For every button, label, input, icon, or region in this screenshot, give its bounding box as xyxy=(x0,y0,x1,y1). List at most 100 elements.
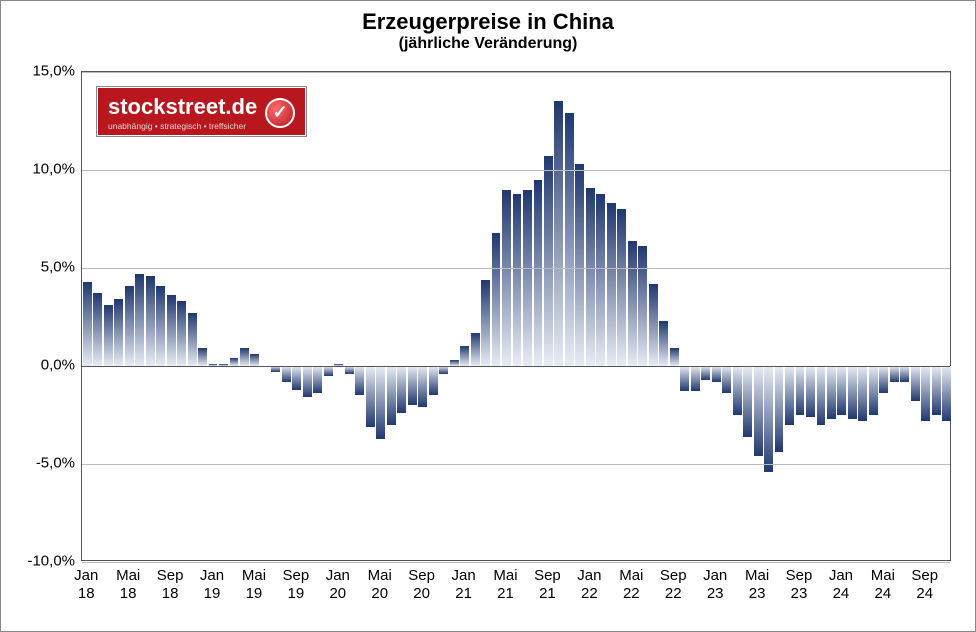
bar xyxy=(313,366,322,393)
checkmark-icon: ✓ xyxy=(265,98,295,128)
bar xyxy=(942,366,951,421)
bar xyxy=(754,366,763,456)
bar xyxy=(596,194,605,366)
bar xyxy=(240,348,249,366)
bar xyxy=(848,366,857,419)
x-tick-label: Mai23 xyxy=(745,567,769,603)
x-tick-label: Jan23 xyxy=(703,567,727,603)
x-tick-label: Mai21 xyxy=(493,567,517,603)
bar xyxy=(900,366,909,382)
bar xyxy=(565,113,574,366)
y-tick-label: -10,0% xyxy=(27,553,75,570)
x-tick-label: Jan19 xyxy=(200,567,224,603)
bar xyxy=(628,241,637,366)
logo-tagline: unabhängig • strategisch • treffsicher xyxy=(108,121,257,131)
gridline xyxy=(82,170,950,171)
bar xyxy=(460,346,469,366)
bar xyxy=(659,321,668,366)
logo-brand: stockstreet.de xyxy=(108,94,257,120)
bar xyxy=(324,366,333,376)
x-tick-label: Jan20 xyxy=(326,567,350,603)
bar xyxy=(513,194,522,366)
bar xyxy=(743,366,752,437)
x-tick-label: Sep19 xyxy=(283,567,310,603)
bar xyxy=(492,233,501,366)
bar xyxy=(638,246,647,366)
bar xyxy=(670,348,679,366)
bar xyxy=(439,366,448,374)
x-tick-label: Mai18 xyxy=(116,567,140,603)
bar xyxy=(701,366,710,380)
bar xyxy=(397,366,406,413)
stockstreet-logo: stockstreet.de unabhängig • strategisch … xyxy=(97,87,306,136)
bar xyxy=(607,203,616,366)
bar xyxy=(303,366,312,397)
bar xyxy=(879,366,888,393)
bar xyxy=(188,313,197,366)
bar xyxy=(156,286,165,366)
bar xyxy=(785,366,794,425)
chart-title: Erzeugerpreise in China xyxy=(1,9,975,35)
x-axis-labels: Jan18Mai18Sep18Jan19Mai19Sep19Jan20Mai20… xyxy=(81,567,951,627)
bar xyxy=(114,299,123,366)
bar xyxy=(83,282,92,366)
x-tick-label: Mai24 xyxy=(871,567,895,603)
bar xyxy=(125,286,134,366)
bar xyxy=(544,156,553,366)
bar xyxy=(198,348,207,366)
chart-plot-area xyxy=(81,71,951,561)
y-tick-label: 10,0% xyxy=(32,161,75,178)
bar xyxy=(932,366,941,415)
y-tick-label: -5,0% xyxy=(36,455,75,472)
gridline xyxy=(82,562,950,563)
y-tick-label: 15,0% xyxy=(32,63,75,80)
bar xyxy=(733,366,742,415)
bar xyxy=(282,366,291,382)
bar xyxy=(167,295,176,366)
bar xyxy=(104,305,113,366)
x-tick-label: Mai20 xyxy=(368,567,392,603)
bar xyxy=(921,366,930,421)
bar xyxy=(177,301,186,366)
y-tick-label: 5,0% xyxy=(41,259,75,276)
bar xyxy=(250,354,259,366)
gridline xyxy=(82,268,950,269)
bar xyxy=(858,366,867,421)
x-tick-label: Sep20 xyxy=(408,567,435,603)
bar xyxy=(93,293,102,366)
x-tick-label: Jan18 xyxy=(74,567,98,603)
bar xyxy=(586,188,595,366)
bar xyxy=(764,366,773,472)
bar xyxy=(355,366,364,395)
bar xyxy=(680,366,689,391)
bar xyxy=(796,366,805,415)
bar xyxy=(345,366,354,374)
bar xyxy=(502,190,511,366)
x-tick-label: Sep21 xyxy=(534,567,561,603)
bar xyxy=(230,358,239,366)
bar xyxy=(911,366,920,401)
gridline xyxy=(82,464,950,465)
x-tick-label: Jan21 xyxy=(451,567,475,603)
zero-line xyxy=(82,366,950,367)
gridline xyxy=(82,72,950,73)
bar xyxy=(817,366,826,425)
bar xyxy=(649,284,658,366)
bar xyxy=(722,366,731,393)
bar xyxy=(292,366,301,390)
bar xyxy=(534,180,543,366)
bar xyxy=(146,276,155,366)
x-tick-label: Jan24 xyxy=(829,567,853,603)
bar xyxy=(775,366,784,452)
bar xyxy=(837,366,846,415)
bar xyxy=(575,164,584,366)
bar xyxy=(827,366,836,419)
x-tick-label: Mai19 xyxy=(242,567,266,603)
bar xyxy=(617,209,626,366)
bar xyxy=(691,366,700,391)
bar xyxy=(554,101,563,366)
bar xyxy=(366,366,375,427)
bar xyxy=(376,366,385,439)
bar xyxy=(387,366,396,425)
x-tick-label: Jan22 xyxy=(577,567,601,603)
